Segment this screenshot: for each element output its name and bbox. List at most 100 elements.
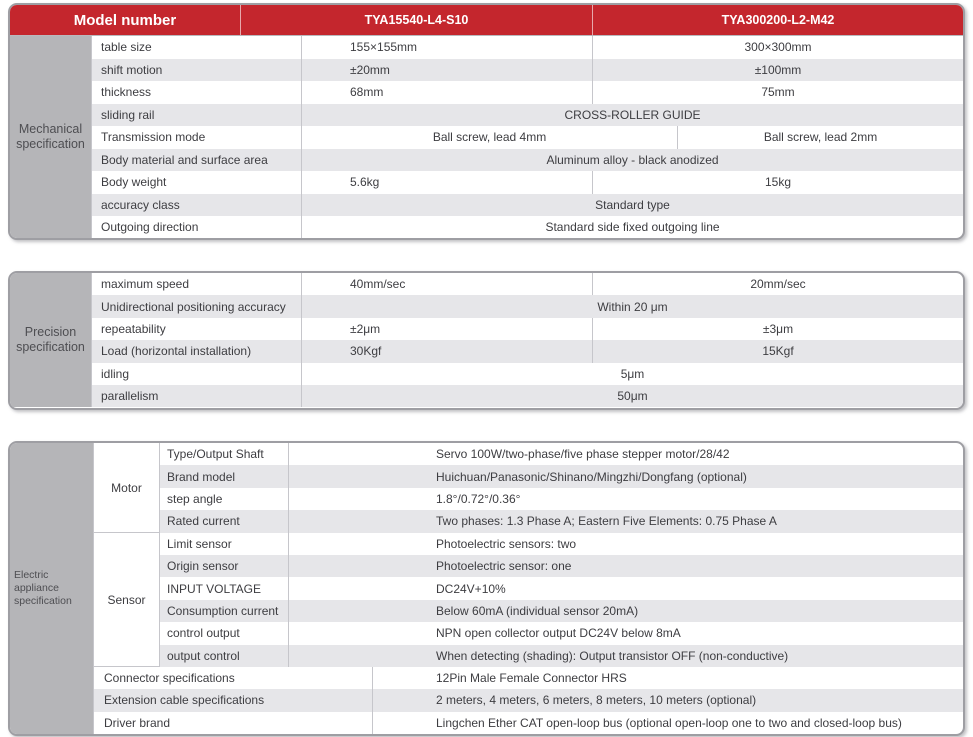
table-row: Transmission mode Ball screw, lead 4mm B… xyxy=(92,126,963,149)
row-label: Consumption current xyxy=(167,603,279,618)
precision-rows: maximum speed 40mm/sec 20mm/sec Unidirec… xyxy=(92,273,963,408)
table-row: idling 5μm xyxy=(92,362,963,385)
table-row: Limit sensor Photoelectric sensors: two xyxy=(94,532,963,555)
table-row: INPUT VOLTAGE DC24V+10% xyxy=(94,577,963,600)
table-row: Outgoing direction Standard side fixed o… xyxy=(92,216,963,238)
table-row: accuracy class Standard type xyxy=(92,193,963,216)
precision-spec-table: Precision specification maximum speed 40… xyxy=(8,271,965,410)
row-label: Limit sensor xyxy=(167,536,232,551)
table-row: Driver brand Lingchen Ether CAT open-loo… xyxy=(94,711,963,734)
value-model-b: 15kg xyxy=(592,171,963,194)
table-row: output control When detecting (shading):… xyxy=(94,644,963,667)
electric-spec-table: Electric appliance specification Type/Ou… xyxy=(8,441,965,736)
table-row: thickness 68mm 75mm xyxy=(92,81,963,104)
mechanical-table-body: Mechanical specification table size 155×… xyxy=(10,36,963,238)
row-label: Brand model xyxy=(167,469,236,484)
value-model-b: 15Kgf xyxy=(592,340,963,363)
value-both-models: 2 meters, 4 meters, 6 meters, 8 meters, … xyxy=(372,689,963,712)
table-row: step angle 1.8°/0.72°/0.36° xyxy=(94,487,963,511)
row-label: Rated current xyxy=(167,514,240,529)
row-label: Load (horizontal installation) xyxy=(92,340,302,363)
model-header-row: Model number TYA15540-L4-S10 TYA300200-L… xyxy=(10,5,963,36)
table-row: sliding rail CROSS-ROLLER GUIDE xyxy=(92,103,963,126)
row-label: shift motion xyxy=(92,58,302,81)
value-model-b: 20mm/sec xyxy=(592,273,963,296)
value-both-models: Photoelectric sensors: two xyxy=(288,532,963,555)
value-both-models: Within 20 μm xyxy=(597,299,668,314)
row-label: parallelism xyxy=(92,384,302,408)
sensor-group-cell: Sensor xyxy=(94,533,160,667)
value-model-a: 68mm xyxy=(350,85,384,100)
value-both-models: 1.8°/0.72°/0.36° xyxy=(288,487,963,511)
value-both-models: 5μm xyxy=(620,366,645,381)
row-label: Connector specifications xyxy=(104,671,235,686)
electric-rows: Type/Output Shaft Servo 100W/two-phase/f… xyxy=(94,443,963,734)
table-row: Load (horizontal installation) 30Kgf 15K… xyxy=(92,340,963,363)
electric-table-body: Electric appliance specification Type/Ou… xyxy=(10,443,963,734)
row-label: Extension cable specifications xyxy=(104,693,265,708)
row-label: sliding rail xyxy=(92,103,302,126)
row-label: step angle xyxy=(167,491,223,506)
motor-group-cell: Motor xyxy=(94,443,160,533)
table-row: Body weight 5.6kg 15kg xyxy=(92,171,963,194)
row-label: Unidirectional positioning accuracy xyxy=(92,295,302,318)
table-row: Unidirectional positioning accuracy With… xyxy=(92,295,963,318)
table-row: control output NPN open collector output… xyxy=(94,622,963,645)
value-both-models: Standard side fixed outgoing line xyxy=(545,220,720,235)
value-model-a: 5.6kg xyxy=(350,175,380,190)
value-both-models: Huichuan/Panasonic/Shinano/Mingzhi/Dongf… xyxy=(288,465,963,488)
value-both-models: Two phases: 1.3 Phase A; Eastern Five El… xyxy=(288,510,963,533)
value-model-b: ±100mm xyxy=(592,58,963,81)
row-label: output control xyxy=(167,648,240,663)
row-label: Transmission mode xyxy=(92,126,302,149)
value-both-models: Below 60mA (individual sensor 20mA) xyxy=(288,599,963,623)
mechanical-section-label: Mechanical specification xyxy=(10,36,92,238)
row-label: Outgoing direction xyxy=(92,216,302,238)
table-row: Type/Output Shaft Servo 100W/two-phase/f… xyxy=(94,443,963,466)
value-both-models: 50μm xyxy=(617,389,648,404)
value-model-a: 155×155mm xyxy=(350,40,418,55)
model-b-header: TYA300200-L2-M42 xyxy=(592,5,963,35)
table-row: Origin sensor Photoelectric sensor: one xyxy=(94,554,963,578)
row-label: Body weight xyxy=(92,171,302,194)
model-number-header: Model number xyxy=(73,11,177,29)
table-row: parallelism 50μm xyxy=(92,384,963,408)
row-label: thickness xyxy=(92,81,302,104)
value-both-models: Standard type xyxy=(595,197,670,212)
table-row: repeatability ±2μm ±3μm xyxy=(92,317,963,341)
table-row: table size 155×155mm 300×300mm xyxy=(92,36,963,59)
row-label: maximum speed xyxy=(92,273,302,296)
row-label: INPUT VOLTAGE xyxy=(167,581,262,596)
precision-table-body: Precision specification maximum speed 40… xyxy=(10,273,963,408)
value-both-models: Lingchen Ether CAT open-loop bus (option… xyxy=(372,711,963,734)
value-both-models: NPN open collector output DC24V below 8m… xyxy=(288,622,963,645)
table-row: Connector specifications 12Pin Male Fema… xyxy=(94,666,963,690)
value-model-b: 75mm xyxy=(592,81,963,104)
row-label: Origin sensor xyxy=(167,559,239,574)
row-label: table size xyxy=(92,36,302,59)
table-row: Extension cable specifications 2 meters,… xyxy=(94,689,963,712)
value-model-b: 300×300mm xyxy=(592,36,963,59)
value-model-a: 30Kgf xyxy=(350,344,382,359)
value-both-models: 12Pin Male Female Connector HRS xyxy=(372,666,963,690)
value-both-models: Aluminum alloy - black anodized xyxy=(546,152,719,167)
electric-section-label: Electric appliance specification xyxy=(10,443,94,734)
table-row: Consumption current Below 60mA (individu… xyxy=(94,599,963,623)
value-model-b: Ball screw, lead 2mm xyxy=(677,126,963,149)
mechanical-spec-table: Model number TYA15540-L4-S10 TYA300200-L… xyxy=(8,3,965,240)
value-model-a: ±20mm xyxy=(350,62,390,77)
table-row: shift motion ±20mm ±100mm xyxy=(92,58,963,81)
row-label: Driver brand xyxy=(104,715,171,730)
value-both-models: Servo 100W/two-phase/five phase stepper … xyxy=(288,443,963,466)
precision-section-label: Precision specification xyxy=(10,273,92,408)
value-model-a: ±2μm xyxy=(350,321,381,336)
row-label: Type/Output Shaft xyxy=(167,447,264,462)
row-label: Body material and surface area xyxy=(92,148,302,171)
table-row: maximum speed 40mm/sec 20mm/sec xyxy=(92,273,963,296)
value-both-models: Photoelectric sensor: one xyxy=(288,554,963,578)
row-label: repeatability xyxy=(92,317,302,341)
value-model-a: 40mm/sec xyxy=(350,277,406,292)
row-label: control output xyxy=(167,626,240,641)
table-row: Rated current Two phases: 1.3 Phase A; E… xyxy=(94,510,963,533)
value-model-b: ±3μm xyxy=(592,317,963,341)
